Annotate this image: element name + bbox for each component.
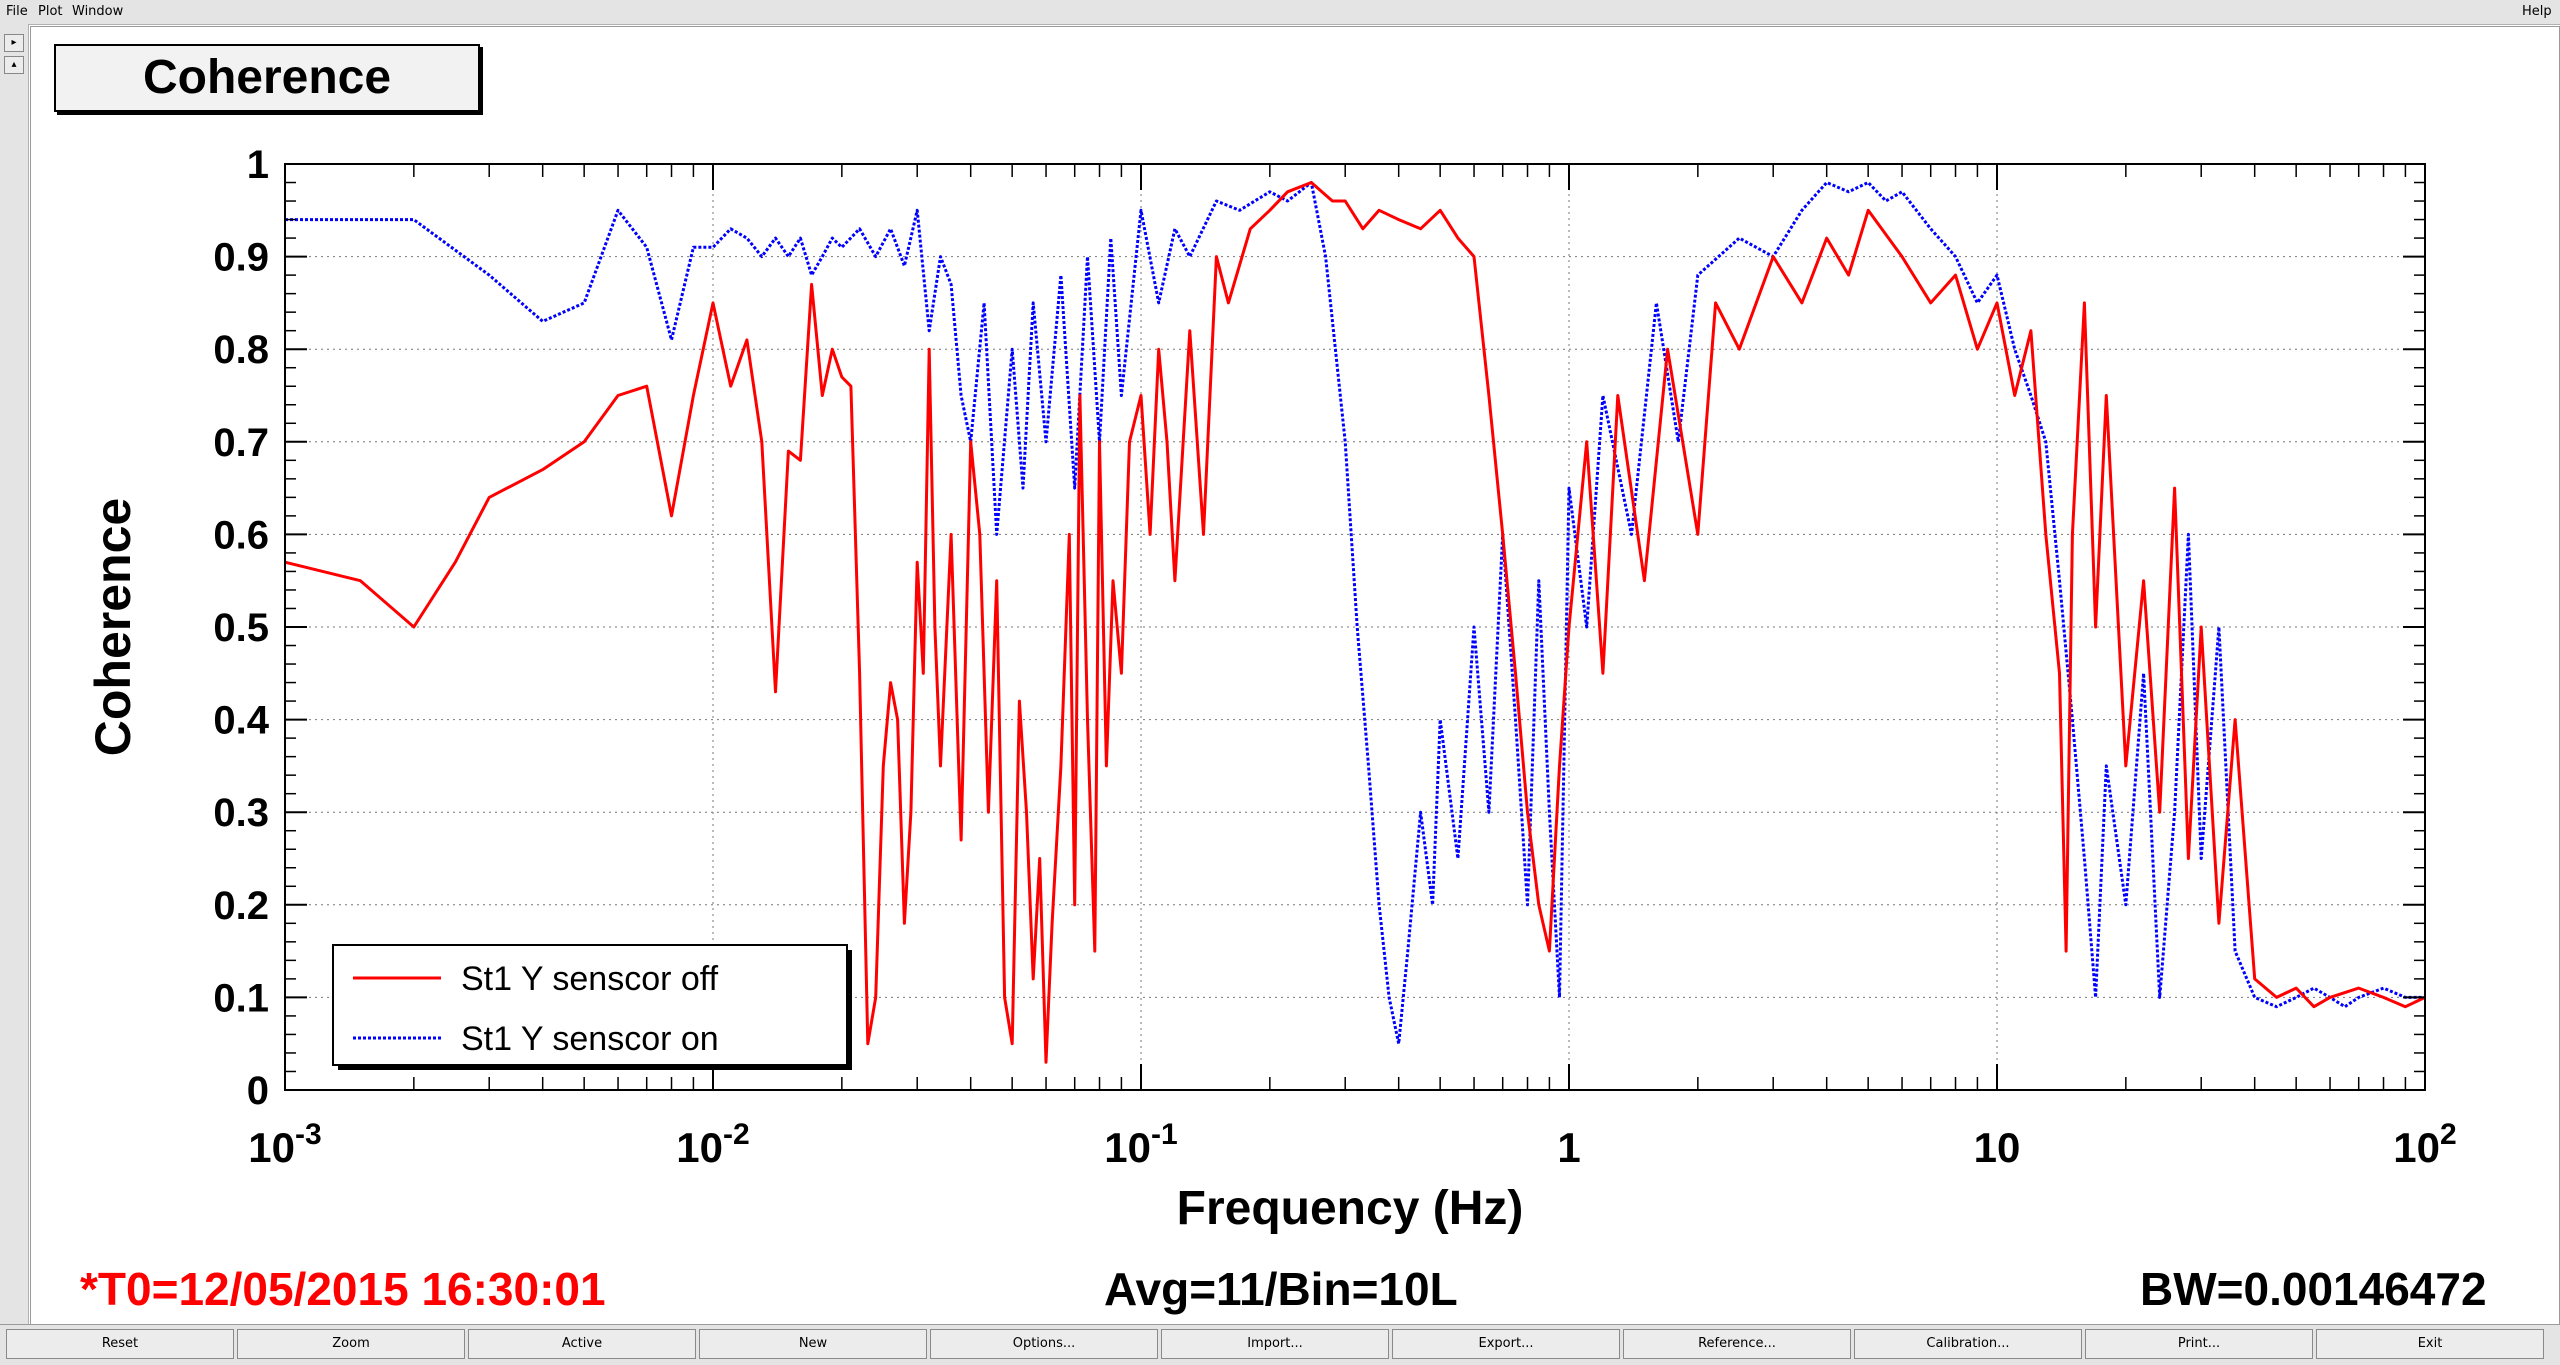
y-tick-label: 1 <box>247 143 269 187</box>
t0-timestamp: *T0=12/05/2015 16:30:01 <box>80 1263 606 1315</box>
avg-bin-label: Avg=11/Bin=10L <box>1104 1263 1458 1315</box>
y-tick-label: 0.7 <box>213 421 269 465</box>
y-tick-label: 0.9 <box>213 236 269 280</box>
expand-arrow-icon[interactable]: ▸ <box>4 34 24 52</box>
x-tick-label: 102 <box>2393 1118 2456 1171</box>
menu-plot[interactable]: Plot <box>38 4 63 19</box>
button-import[interactable]: Import... <box>1161 1329 1389 1359</box>
x-axis-title: Frequency (Hz) <box>1177 1182 1524 1235</box>
y-axis-title: Coherence <box>85 498 141 756</box>
left-gutter: ▸ ▴ <box>0 24 29 1324</box>
button-reset[interactable]: Reset <box>6 1329 234 1359</box>
y-tick-label: 0.4 <box>213 699 269 743</box>
y-tick-label: 0.1 <box>213 976 269 1020</box>
y-tick-label: 0 <box>247 1069 269 1113</box>
button-exit[interactable]: Exit <box>2316 1329 2544 1359</box>
legend-box <box>332 944 848 1066</box>
plot-title-box[interactable]: Coherence <box>54 44 480 112</box>
button-options[interactable]: Options... <box>930 1329 1158 1359</box>
x-tick-exponent: -1 <box>1151 1118 1178 1151</box>
button-bar: Reset Zoom Active New Options... Import... Exp… <box>0 1324 2560 1365</box>
x-tick-exponent: -2 <box>723 1118 750 1151</box>
button-reference[interactable]: Reference... <box>1623 1329 1851 1359</box>
x-tick-label: 1 <box>1557 1124 1580 1171</box>
menu-bar: File Plot Window Help <box>0 0 2560 25</box>
x-tick-exponent: -3 <box>295 1118 322 1151</box>
y-tick-label: 0.5 <box>213 606 269 650</box>
x-tick-label: 10-3 <box>248 1118 321 1171</box>
legend-entry-label: St1 Y senscor on <box>461 1020 719 1058</box>
legend[interactable]: St1 Y senscor off St1 Y senscor on <box>332 944 852 1070</box>
button-zoom[interactable]: Zoom <box>237 1329 465 1359</box>
series-layer <box>284 181 2426 1064</box>
x-tick-label: 10-1 <box>1104 1118 1177 1171</box>
x-tick-label: 10 <box>1974 1124 2021 1171</box>
button-print[interactable]: Print... <box>2085 1329 2313 1359</box>
y-tick-label: 0.8 <box>213 328 269 372</box>
y-tick-label: 0.3 <box>213 791 269 835</box>
menu-help[interactable]: Help <box>2522 4 2552 19</box>
y-tick-label: 0.2 <box>213 884 269 928</box>
button-export[interactable]: Export... <box>1392 1329 1620 1359</box>
button-active[interactable]: Active <box>468 1329 696 1359</box>
legend-entry-label: St1 Y senscor off <box>461 960 719 998</box>
plot-canvas[interactable] <box>30 26 2560 1326</box>
button-calibration[interactable]: Calibration... <box>1854 1329 2082 1359</box>
series-line-senscor-on <box>285 181 2425 1046</box>
collapse-arrow-icon[interactable]: ▴ <box>4 56 24 74</box>
x-tick-label: 10-2 <box>676 1118 749 1171</box>
button-new[interactable]: New <box>699 1329 927 1359</box>
menu-window[interactable]: Window <box>72 4 124 19</box>
x-tick-exponent: 2 <box>2440 1118 2457 1151</box>
series-line-senscor-off <box>284 181 2426 1064</box>
tick-layer <box>284 163 2426 1091</box>
y-tick-label: 0.6 <box>213 513 269 557</box>
menu-file[interactable]: File <box>6 4 28 19</box>
bandwidth-label: BW=0.00146472 <box>2140 1263 2487 1315</box>
